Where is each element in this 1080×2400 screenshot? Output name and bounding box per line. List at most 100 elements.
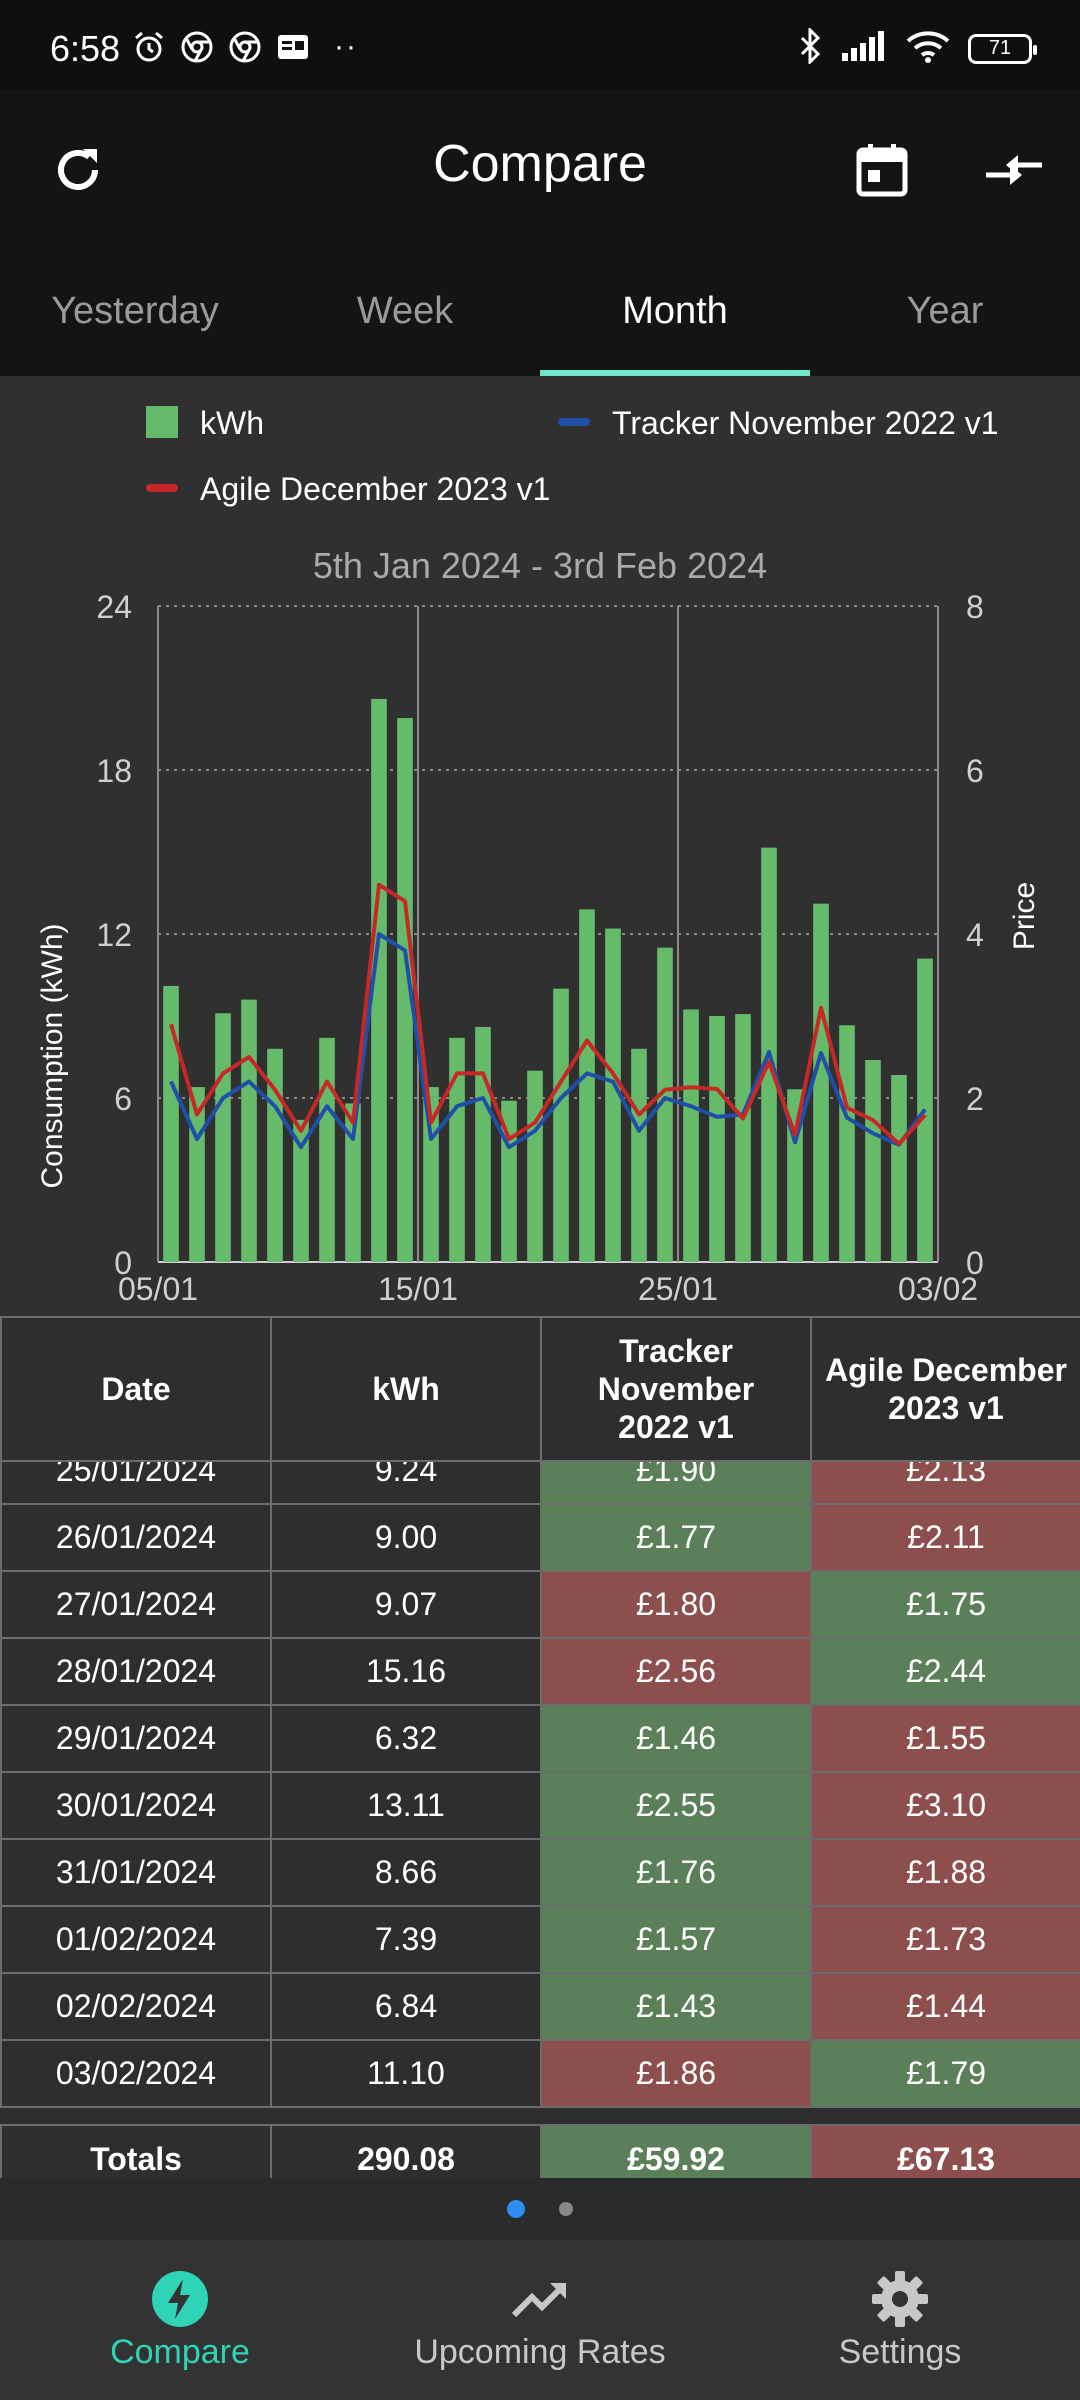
tab-year[interactable]: Year [906, 289, 984, 332]
row-kwh: 9.07 [270, 1570, 542, 1639]
table-row: 29/01/2024 6.32 £1.46 £1.55 [0, 1704, 1080, 1773]
row-kwh: 6.84 [270, 1972, 542, 2041]
bar-11/01 [319, 1037, 335, 1262]
row-agile: £1.75 [810, 1570, 1080, 1639]
row-agile: £1.88 [810, 1838, 1080, 1907]
row-kwh: 7.39 [270, 1905, 542, 1974]
page-dot-active[interactable] [507, 2200, 525, 2218]
legend-tracker-swatch [558, 418, 590, 426]
refresh-icon [58, 149, 98, 190]
consumption-chart: kWh Tracker November 2022 v1 Agile Decem… [0, 376, 1080, 1316]
refresh-button[interactable] [48, 140, 108, 200]
row-tracker: £2.55 [540, 1771, 812, 1840]
bar-24/01 [657, 947, 673, 1262]
row-date: 01/02/2024 [0, 1905, 272, 1974]
y-axis-label: Consumption (kWh) [36, 923, 69, 1188]
nav-upcoming-rates[interactable]: Upcoming Rates [360, 2240, 720, 2400]
chrome-icon [228, 30, 262, 64]
bar-22/01 [605, 928, 621, 1262]
table-row: 01/02/2024 7.39 £1.57 £1.73 [0, 1905, 1080, 1974]
x-tick-label: 15/01 [378, 1271, 458, 1307]
y2-tick-label: 4 [966, 917, 984, 953]
chart-svg: kWh Tracker November 2022 v1 Agile Decem… [36, 405, 1041, 1307]
y2-axis-label: Price [1008, 882, 1041, 950]
cost-table-totals: Totals 290.08 £59.92 £67.13 [0, 2124, 1080, 2178]
battery-icon: 71 [968, 33, 1037, 64]
row-date: 26/01/2024 [0, 1503, 272, 1572]
status-time: 6:58 [50, 28, 121, 69]
compare-toggle-button[interactable] [984, 140, 1044, 200]
bar-16/01 [449, 1037, 465, 1262]
row-date: 03/02/2024 [0, 2039, 272, 2108]
table-row: 28/01/2024 15.16 £2.56 £2.44 [0, 1637, 1080, 1706]
status-system: 71 [798, 26, 1037, 69]
y2-tick-label: 8 [966, 589, 984, 625]
x-tick-label: 03/02 [898, 1271, 978, 1307]
bar-10/01 [293, 1119, 309, 1262]
table-row: 03/02/2024 11.10 £1.86 £1.79 [0, 2039, 1080, 2108]
tab-month[interactable]: Month [540, 246, 810, 376]
row-date: 02/02/2024 [0, 1972, 272, 2041]
legend-kwh-swatch [146, 406, 178, 438]
battery-level: 71 [988, 37, 1012, 59]
bar-13/01 [371, 698, 387, 1262]
row-kwh: 15.16 [270, 1637, 542, 1706]
row-kwh: 9.24 [270, 1462, 542, 1505]
bar-15/01 [423, 1087, 439, 1262]
row-date: 27/01/2024 [0, 1570, 272, 1639]
table-row: 25/01/2024 9.24 £1.90 £2.13 [0, 1462, 1080, 1505]
nav-compare[interactable]: Compare [0, 2240, 360, 2400]
bottom-navigation: Compare Upcoming Rates Settings [0, 2240, 1080, 2400]
header-agile: Agile December 2023 v1 [810, 1316, 1080, 1462]
bar-07/01 [215, 1013, 231, 1262]
table-row: 30/01/2024 13.11 £2.55 £3.10 [0, 1771, 1080, 1840]
totals-label: Totals [0, 2124, 272, 2178]
bar-20/01 [553, 988, 569, 1262]
tab-yesterday[interactable]: Yesterday [51, 289, 219, 332]
table-row: 26/01/2024 9.00 £1.77 £2.11 [0, 1503, 1080, 1572]
row-agile: £3.10 [810, 1771, 1080, 1840]
row-kwh: 8.66 [270, 1838, 542, 1907]
cost-table-header: Date kWh Tracker November 2022 v1 Agile … [0, 1316, 1080, 1462]
chart-legend: kWh Tracker November 2022 v1 Agile Decem… [146, 405, 999, 507]
news-icon [276, 30, 310, 64]
table-scroll-area[interactable]: 25/01/2024 9.24 £1.90 £2.13 26/01/2024 9.00 £1… [0, 1462, 1080, 2124]
tab-week[interactable]: Week [356, 289, 454, 332]
totals-agile: £67.13 [810, 2124, 1080, 2178]
nav-settings[interactable]: Settings [720, 2240, 1080, 2400]
bar-12/01 [345, 1103, 361, 1262]
row-kwh: 9.00 [270, 1503, 542, 1572]
bar-30/01 [813, 903, 829, 1262]
row-tracker: £1.90 [540, 1462, 812, 1505]
alarm-icon [132, 30, 166, 64]
tracker-line [169, 932, 927, 1150]
bar-08/01 [241, 999, 257, 1262]
row-agile: £2.44 [810, 1637, 1080, 1706]
row-kwh: 13.11 [270, 1771, 542, 1840]
header-date: Date [0, 1316, 272, 1462]
status-bar: 6:58 ·· 71 [0, 0, 1080, 90]
totals-row: Totals 290.08 £59.92 £67.13 [0, 2124, 1080, 2178]
bluetooth-icon [798, 26, 822, 69]
y2-tick-label: 0 [966, 1245, 984, 1281]
y-tick-label: 6 [114, 1081, 132, 1117]
y2-tick-label: 6 [966, 753, 984, 789]
row-kwh: 6.32 [270, 1704, 542, 1773]
calendar-button[interactable] [852, 140, 912, 200]
bar-01/02 [865, 1060, 881, 1262]
page-dot[interactable] [559, 2202, 573, 2216]
bar-26/01 [709, 1016, 725, 1262]
row-agile: £1.55 [810, 1704, 1080, 1773]
row-agile: £1.73 [810, 1905, 1080, 1974]
row-tracker: £1.43 [540, 1972, 812, 2041]
gear-icon [872, 2270, 928, 2327]
more-dots-icon: ·· [334, 30, 358, 63]
agile-line [169, 882, 927, 1146]
chart-lines [169, 882, 927, 1150]
row-agile: £1.79 [810, 2039, 1080, 2108]
nav-upcoming-label: Upcoming Rates [414, 2332, 666, 2371]
row-tracker: £1.80 [540, 1570, 812, 1639]
chart-title: 5th Jan 2024 - 3rd Feb 2024 [313, 545, 767, 586]
compare-arrows-icon [986, 155, 1042, 185]
y-tick-label: 24 [96, 589, 132, 625]
